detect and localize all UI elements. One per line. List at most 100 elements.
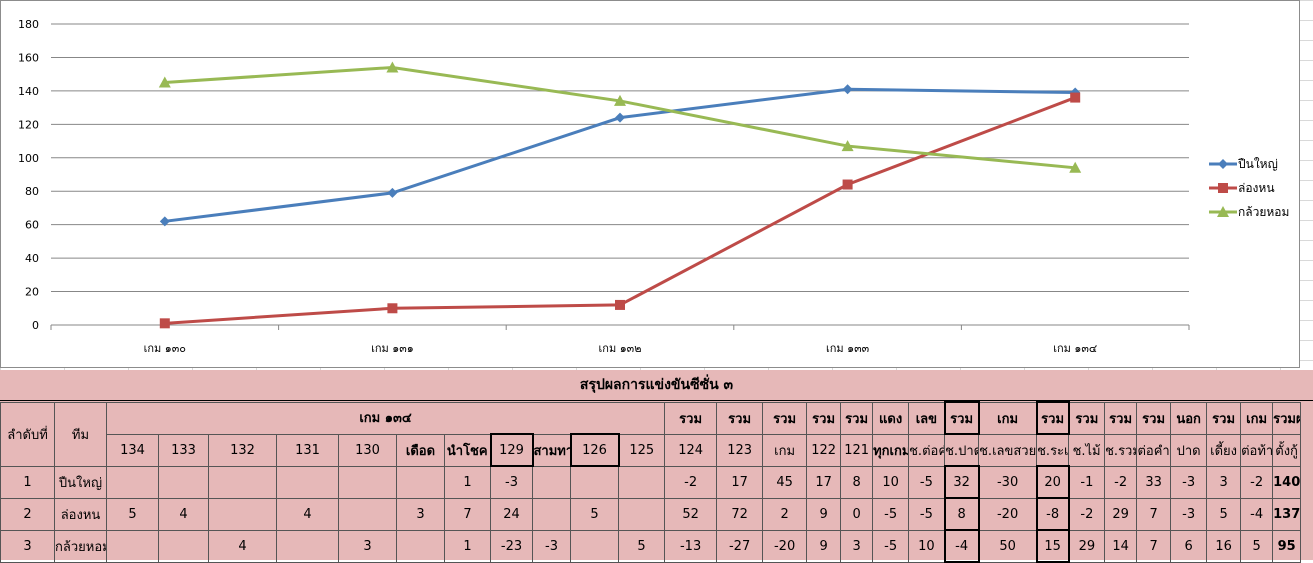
summary-cell[interactable]: 5 (1207, 498, 1241, 530)
game-sub-header[interactable]: ช.ระเบิด (1037, 434, 1069, 466)
game-score-cell[interactable] (209, 466, 277, 498)
summary-header-bottom[interactable]: 122 (807, 434, 841, 466)
total-cell[interactable]: 137 (1273, 498, 1301, 530)
summary-header-top[interactable]: รวม (1137, 402, 1171, 434)
summary-header-bottom[interactable]: 132 (209, 434, 277, 466)
summary-cell[interactable]: 52 (665, 498, 717, 530)
team-header[interactable]: ทีม (55, 402, 107, 466)
game-score-cell[interactable] (533, 466, 571, 498)
summary-cell[interactable]: 32 (945, 466, 979, 498)
game-score-cell[interactable]: 24 (491, 498, 533, 530)
summary-cell[interactable]: -2 (1069, 498, 1105, 530)
rank-cell[interactable]: 1 (1, 466, 55, 498)
summary-header-top[interactable]: รวม (807, 402, 841, 434)
summary-cell[interactable]: 29 (1069, 530, 1105, 562)
summary-header-top[interactable]: รวม (1037, 402, 1069, 434)
game-group-header[interactable]: เกม ๑๓๔ (107, 402, 665, 434)
game-score-cell[interactable] (339, 498, 397, 530)
summary-cell[interactable]: -2 (1241, 466, 1273, 498)
summary-cell[interactable]: 33 (1137, 466, 1171, 498)
game-score-cell[interactable] (107, 530, 159, 562)
summary-header-bottom[interactable]: 133 (159, 434, 209, 466)
game-sub-header[interactable]: ต่อคำ (1137, 434, 1171, 466)
summary-header-bottom[interactable]: 123 (717, 434, 763, 466)
summary-header-top[interactable]: รวม (717, 402, 763, 434)
summary-cell[interactable]: -2 (665, 466, 717, 498)
game-score-cell[interactable] (571, 466, 619, 498)
game-score-cell[interactable]: 7 (445, 498, 491, 530)
game-score-cell[interactable] (619, 466, 665, 498)
game-score-cell[interactable]: -23 (491, 530, 533, 562)
game-sub-header[interactable]: ช.ต่อคำ (909, 434, 945, 466)
summary-cell[interactable]: -5 (909, 466, 945, 498)
summary-cell[interactable]: -27 (717, 530, 763, 562)
game-sub-header[interactable]: ปาด (1171, 434, 1207, 466)
summary-cell[interactable]: 10 (873, 466, 909, 498)
game-score-cell[interactable]: 3 (339, 530, 397, 562)
summary-cell[interactable]: 0 (841, 498, 873, 530)
summary-cell[interactable]: 8 (841, 466, 873, 498)
summary-cell[interactable]: 8 (945, 498, 979, 530)
game-score-cell[interactable]: 4 (277, 498, 339, 530)
summary-header-top[interactable]: เลข (909, 402, 945, 434)
game-score-cell[interactable]: 4 (209, 530, 277, 562)
summary-cell[interactable]: -4 (945, 530, 979, 562)
summary-header-top[interactable]: เกม (1241, 402, 1273, 434)
summary-header-top[interactable]: รวม (763, 402, 807, 434)
game-score-cell[interactable] (339, 466, 397, 498)
total-cell[interactable]: 95 (1273, 530, 1301, 562)
game-score-cell[interactable] (209, 498, 277, 530)
summary-header-top[interactable]: รวม (945, 402, 979, 434)
summary-cell[interactable]: 3 (841, 530, 873, 562)
summary-cell[interactable]: 7 (1137, 498, 1171, 530)
game-score-cell[interactable] (277, 530, 339, 562)
summary-cell[interactable]: 5 (1241, 530, 1273, 562)
rank-header[interactable]: ลำดับที่ (1, 402, 55, 466)
summary-cell[interactable]: 10 (909, 530, 945, 562)
summary-header-bottom[interactable]: 121 (841, 434, 873, 466)
game-sub-header[interactable]: ต่อท้าย (1241, 434, 1273, 466)
summary-header-top[interactable]: นอก (1171, 402, 1207, 434)
team-cell[interactable]: ล่องหน (55, 498, 107, 530)
summary-header-bottom[interactable]: เกม (763, 434, 807, 466)
summary-header-top[interactable]: รวม (1069, 402, 1105, 434)
summary-header-bottom[interactable]: 129 (491, 434, 533, 466)
summary-header-bottom[interactable]: 134 (107, 434, 159, 466)
summary-cell[interactable]: 3 (1207, 466, 1241, 498)
game-score-cell[interactable]: -3 (491, 466, 533, 498)
game-score-cell[interactable]: 5 (107, 498, 159, 530)
game-score-cell[interactable] (159, 530, 209, 562)
summary-cell[interactable]: 2 (763, 498, 807, 530)
game-sub-header[interactable]: ช.ปาด (945, 434, 979, 466)
rank-cell[interactable]: 3 (1, 530, 55, 562)
team-cell[interactable]: กล้วยหอม (55, 530, 107, 562)
summary-cell[interactable]: 50 (979, 530, 1037, 562)
game-score-cell[interactable]: 3 (397, 498, 445, 530)
game-score-cell[interactable]: 5 (571, 498, 619, 530)
game-sub-header[interactable]: เดี้ยง (1207, 434, 1241, 466)
game-score-cell[interactable]: 5 (619, 530, 665, 562)
summary-cell[interactable]: 17 (807, 466, 841, 498)
summary-cell[interactable]: -4 (1241, 498, 1273, 530)
summary-header-bottom[interactable]: นำโชค (445, 434, 491, 466)
summary-cell[interactable]: 45 (763, 466, 807, 498)
game-sub-header[interactable]: ช.รวม (1105, 434, 1137, 466)
summary-cell[interactable]: 9 (807, 530, 841, 562)
team-cell[interactable]: ปืนใหญ่ (55, 466, 107, 498)
rank-cell[interactable]: 2 (1, 498, 55, 530)
summary-header-bottom[interactable]: เดือด (397, 434, 445, 466)
summary-cell[interactable]: 6 (1171, 530, 1207, 562)
game-score-cell[interactable] (533, 498, 571, 530)
game-score-cell[interactable]: -3 (533, 530, 571, 562)
game-score-cell[interactable]: 1 (445, 530, 491, 562)
summary-cell[interactable]: -8 (1037, 498, 1069, 530)
summary-cell[interactable]: -5 (873, 530, 909, 562)
summary-cell[interactable]: -5 (909, 498, 945, 530)
summary-header-top[interactable]: รวม (665, 402, 717, 434)
game-score-cell[interactable] (397, 466, 445, 498)
game-score-cell[interactable]: 4 (159, 498, 209, 530)
summary-cell[interactable]: -13 (665, 530, 717, 562)
summary-header-bottom[interactable]: 124 (665, 434, 717, 466)
game-score-cell[interactable] (571, 530, 619, 562)
